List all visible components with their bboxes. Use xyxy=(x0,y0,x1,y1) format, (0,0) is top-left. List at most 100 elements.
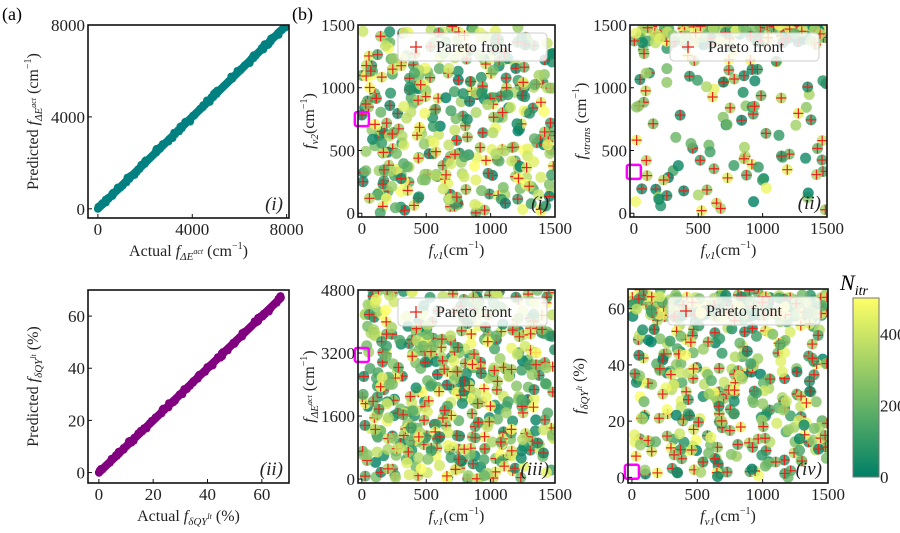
x-tick-label: 0 xyxy=(95,485,104,504)
pareto-marker xyxy=(441,169,452,180)
pareto-marker xyxy=(376,72,387,83)
label-part: act xyxy=(193,247,204,256)
axes-frame xyxy=(87,289,290,484)
x-axis-label: fν1(cm−1) xyxy=(701,240,757,262)
data-point xyxy=(110,454,116,461)
data-point xyxy=(757,398,769,410)
y-tick-label: 4800 xyxy=(321,281,355,300)
data-point xyxy=(165,402,171,408)
pareto-marker xyxy=(791,366,802,377)
pareto-legend-icon xyxy=(682,41,694,53)
pareto-marker xyxy=(669,449,680,460)
pareto-marker xyxy=(665,369,676,380)
data-point xyxy=(793,433,805,445)
data-point xyxy=(654,291,666,303)
data-point xyxy=(653,193,665,205)
data-point xyxy=(123,173,132,182)
pareto-marker xyxy=(822,418,828,429)
pareto-marker xyxy=(544,191,555,202)
data-point xyxy=(487,127,499,139)
label-part: −1 xyxy=(299,98,310,109)
data-point xyxy=(231,338,240,347)
y-tick-label: 20 xyxy=(608,412,625,431)
data-point xyxy=(736,373,748,385)
pareto-marker xyxy=(374,404,385,415)
pareto-marker xyxy=(372,49,383,60)
x-tick-label: 1000 xyxy=(474,485,508,504)
pareto-marker xyxy=(402,185,413,196)
legend-box xyxy=(667,296,821,326)
data-point xyxy=(530,414,542,426)
x-tick-label: 0 xyxy=(630,219,639,238)
x-axis-label: fν1(cm−1) xyxy=(700,506,756,528)
pareto-marker xyxy=(451,135,462,146)
pareto-marker xyxy=(633,294,644,305)
pareto-marker xyxy=(796,391,807,402)
data-point xyxy=(767,328,779,340)
pareto-marker xyxy=(466,328,477,339)
data-point xyxy=(102,461,109,468)
data-point xyxy=(442,440,454,452)
data-point xyxy=(412,452,424,464)
data-point xyxy=(457,88,469,100)
data-point xyxy=(516,394,528,406)
panel-tag: (i) xyxy=(531,193,549,214)
data-point xyxy=(637,413,649,425)
pareto-marker xyxy=(420,357,431,368)
pareto-marker xyxy=(770,456,781,467)
data-point xyxy=(427,120,439,132)
label-part: −1 xyxy=(571,88,582,99)
pareto-marker xyxy=(387,129,398,140)
pareto-marker xyxy=(729,73,740,84)
data-point xyxy=(546,169,555,181)
pareto-marker xyxy=(811,169,822,180)
pareto-marker xyxy=(820,204,827,215)
data-point xyxy=(409,67,421,79)
pareto-marker xyxy=(405,391,416,402)
data-point xyxy=(469,198,481,210)
data-point xyxy=(445,105,457,117)
pareto-marker xyxy=(812,143,823,154)
data-point xyxy=(809,25,821,35)
data-point xyxy=(385,87,397,99)
pareto-marker xyxy=(718,77,729,88)
pareto-marker xyxy=(765,374,776,385)
data-point xyxy=(390,472,402,483)
data-point xyxy=(771,417,783,429)
pareto-marker xyxy=(758,421,769,432)
pareto-marker xyxy=(646,446,657,457)
label-part: lt xyxy=(575,385,584,390)
pareto-marker xyxy=(662,431,673,442)
data-point xyxy=(380,340,392,352)
data-point xyxy=(128,439,136,447)
pareto-marker xyxy=(702,184,713,195)
pareto-marker xyxy=(384,100,395,111)
data-point xyxy=(277,293,284,300)
data-point xyxy=(223,80,230,87)
x-tick-label: 500 xyxy=(685,219,711,238)
legend: Pareto front xyxy=(397,32,548,62)
panel-tag: (ii) xyxy=(260,459,283,480)
data-point xyxy=(645,305,657,317)
pareto-marker xyxy=(484,189,495,200)
legend-box xyxy=(669,32,820,62)
highlight-marker xyxy=(623,463,641,481)
legend: Pareto front xyxy=(397,297,548,327)
data-point xyxy=(546,330,555,342)
data-point xyxy=(405,422,417,434)
pareto-marker xyxy=(489,365,500,376)
data-point xyxy=(146,154,154,162)
x-tick-label: 4000 xyxy=(175,220,209,239)
data-point xyxy=(750,330,762,342)
data-point xyxy=(196,106,202,112)
data-point xyxy=(361,340,373,352)
pareto-marker xyxy=(707,92,718,103)
data-point xyxy=(202,370,208,376)
pareto-marker xyxy=(807,353,818,364)
chart-b-i: Pareto front 0 500 1000 1500 0 500 1000 1500 (i) f… xyxy=(299,16,572,262)
label-part: δQY xyxy=(579,389,591,410)
pareto-marker xyxy=(688,424,699,435)
label-part: f xyxy=(700,508,707,525)
label-part: f xyxy=(429,508,436,525)
legend-label: Pareto front xyxy=(708,39,785,56)
